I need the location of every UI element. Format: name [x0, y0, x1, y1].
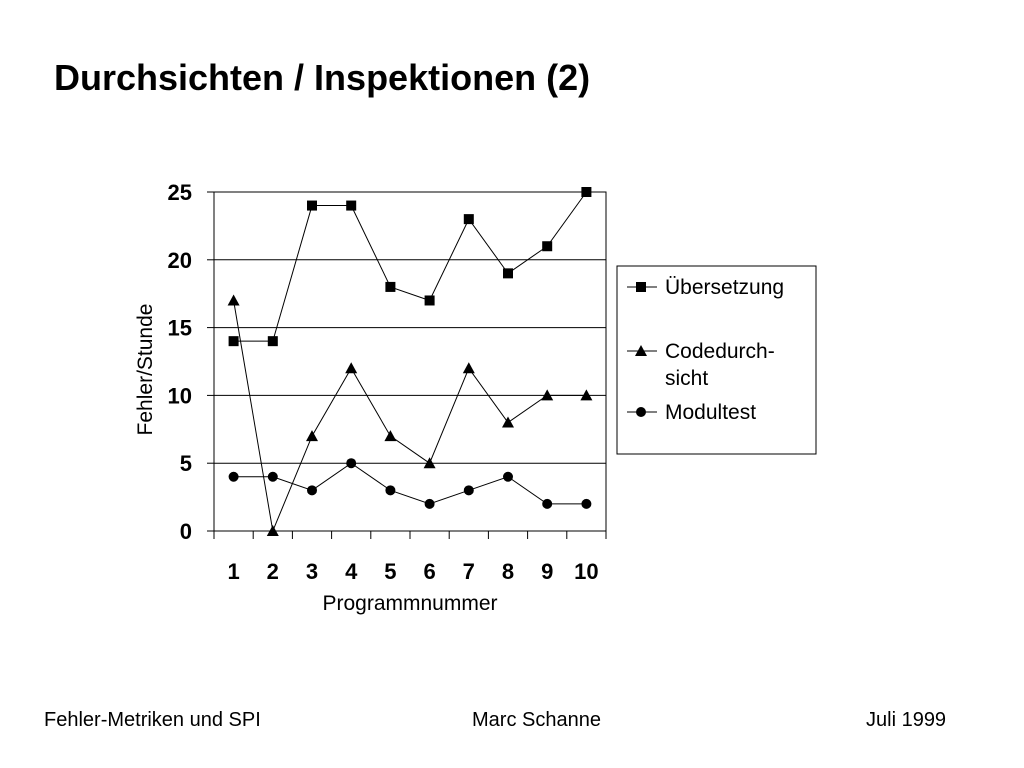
data-point	[385, 281, 396, 292]
data-point	[581, 498, 592, 509]
footer-course-title: Fehler-Metriken und SPI	[44, 709, 261, 731]
legend-box	[616, 265, 817, 455]
series-line	[233, 462, 587, 505]
data-point	[580, 389, 593, 401]
series-line	[233, 300, 587, 533]
series-layer	[227, 187, 593, 536]
data-point	[424, 295, 435, 306]
data-point	[228, 471, 239, 482]
y-tick-label: 15	[168, 316, 192, 341]
data-point	[462, 362, 475, 374]
series-triangle	[227, 294, 593, 536]
x-tick-label: 9	[541, 559, 553, 584]
x-axis-ticks: 1 2 3 4 5 6 7 8 9 10	[213, 531, 607, 584]
legend-label-line: Modultest	[665, 401, 756, 424]
legend-label-line: Übersetzung	[665, 276, 784, 299]
data-point	[503, 268, 513, 279]
data-point	[385, 485, 396, 496]
legend-item: Übersetzung	[627, 276, 784, 299]
gridlines	[214, 259, 606, 464]
x-tick-label: 8	[502, 559, 514, 584]
y-tick-label: 10	[168, 383, 192, 408]
data-point	[502, 416, 514, 428]
legend-marker-triangle	[635, 345, 647, 356]
data-point	[345, 362, 358, 374]
series-line	[233, 191, 587, 342]
footer-author: Marc Schanne	[472, 709, 601, 731]
y-tick-label: 25	[168, 180, 192, 205]
y-tick-label: 0	[180, 519, 192, 544]
data-point	[307, 485, 317, 496]
y-axis-ticks: 0 5 10 15 20 25	[168, 180, 214, 544]
x-axis-title: Programmnummer	[322, 592, 497, 615]
data-point	[267, 336, 278, 347]
slide-title: Durchsichten / Inspektionen (2)	[54, 57, 591, 98]
x-tick-label: 10	[574, 559, 598, 584]
x-tick-label: 6	[423, 559, 435, 584]
data-point	[581, 187, 592, 197]
legend-item: Modultest	[627, 401, 756, 424]
series-square	[228, 187, 592, 347]
x-tick-label: 1	[227, 559, 239, 584]
legend-marker-circle	[636, 407, 646, 417]
data-point	[541, 389, 554, 401]
data-point	[346, 200, 357, 211]
footer-date: Juli 1999	[866, 709, 947, 731]
data-point	[503, 471, 513, 482]
data-point	[228, 336, 239, 347]
data-point	[266, 525, 279, 536]
data-point	[542, 241, 553, 252]
data-point	[423, 457, 436, 469]
data-point	[463, 485, 474, 496]
data-point	[267, 471, 278, 482]
legend-label: Modultest	[665, 401, 756, 424]
legend-label-line: sicht	[665, 367, 708, 390]
x-tick-label: 2	[267, 559, 279, 584]
data-point	[227, 294, 240, 306]
data-point	[463, 214, 474, 225]
legend-label: Übersetzung	[665, 276, 784, 299]
legend-label-line: Codedurch-	[665, 340, 775, 363]
legend: Übersetzung Codedurch-sicht Modultest	[616, 265, 817, 455]
data-point	[346, 458, 357, 469]
data-point	[384, 430, 397, 442]
data-point	[424, 498, 435, 509]
legend-marker-square	[636, 282, 646, 292]
x-tick-label: 4	[345, 559, 358, 584]
y-tick-label: 5	[180, 451, 192, 476]
x-tick-label: 7	[463, 559, 475, 584]
data-point	[542, 498, 553, 509]
series-circle	[228, 458, 592, 509]
y-axis-title: Fehler/Stunde	[134, 304, 157, 436]
legend-label: Codedurch-sicht	[665, 340, 775, 390]
data-point	[306, 430, 318, 442]
x-tick-label: 3	[306, 559, 318, 584]
data-point	[307, 200, 317, 211]
y-tick-label: 20	[168, 248, 192, 273]
legend-item: Codedurch-sicht	[627, 340, 775, 390]
x-tick-label: 5	[384, 559, 396, 584]
